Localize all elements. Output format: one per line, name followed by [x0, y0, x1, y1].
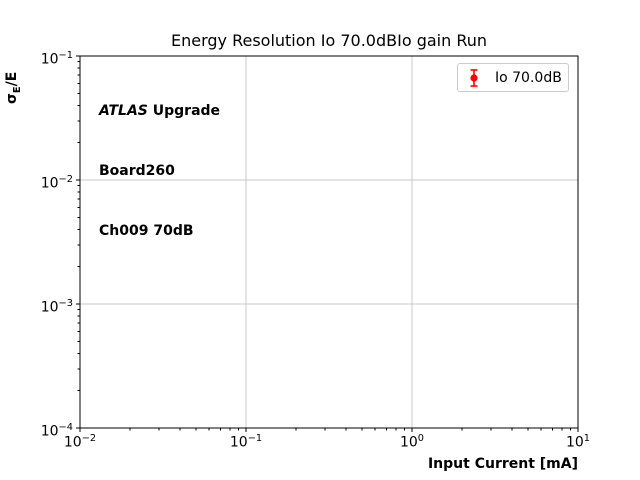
x-tick-label: 10−1 — [229, 433, 263, 451]
y-tick-label: 10−1 — [40, 50, 73, 68]
annotation-experiment-suffix: Upgrade — [147, 103, 221, 119]
annotation-text: ATLAS Upgrade Board260 Ch009 70dB — [99, 61, 220, 281]
annotation-line-3: Ch009 70dB — [99, 223, 194, 239]
x-tick-label: 101 — [565, 433, 591, 451]
y-axis-label-subscript: E — [11, 86, 23, 94]
annotation-line-1: ATLAS Upgrade — [99, 101, 220, 121]
annotation-experiment: ATLAS — [99, 103, 148, 119]
y-tick-label: 10−2 — [40, 174, 73, 192]
errorbar-circle-icon — [470, 68, 478, 87]
y-axis-label: σE/E — [4, 72, 23, 104]
x-axis-label: Input Current [mA] — [427, 456, 578, 472]
x-tick-label: 10−2 — [63, 433, 97, 451]
legend-box: Io 70.0dB — [457, 63, 569, 92]
annotation-line-2: Board260 — [99, 163, 175, 179]
x-tick-label: 100 — [399, 433, 425, 451]
y-axis-label-suffix: /E — [4, 71, 20, 87]
y-tick-label: 10−3 — [40, 298, 73, 316]
legend-entry-label: Io 70.0dB — [495, 69, 562, 86]
y-tick-label: 10−4 — [40, 422, 73, 440]
chart-title: Energy Resolution Io 70.0dBIo gain Run — [170, 31, 488, 50]
y-axis-label-symbol: σ — [4, 93, 20, 104]
plot-area-border — [79, 55, 579, 429]
